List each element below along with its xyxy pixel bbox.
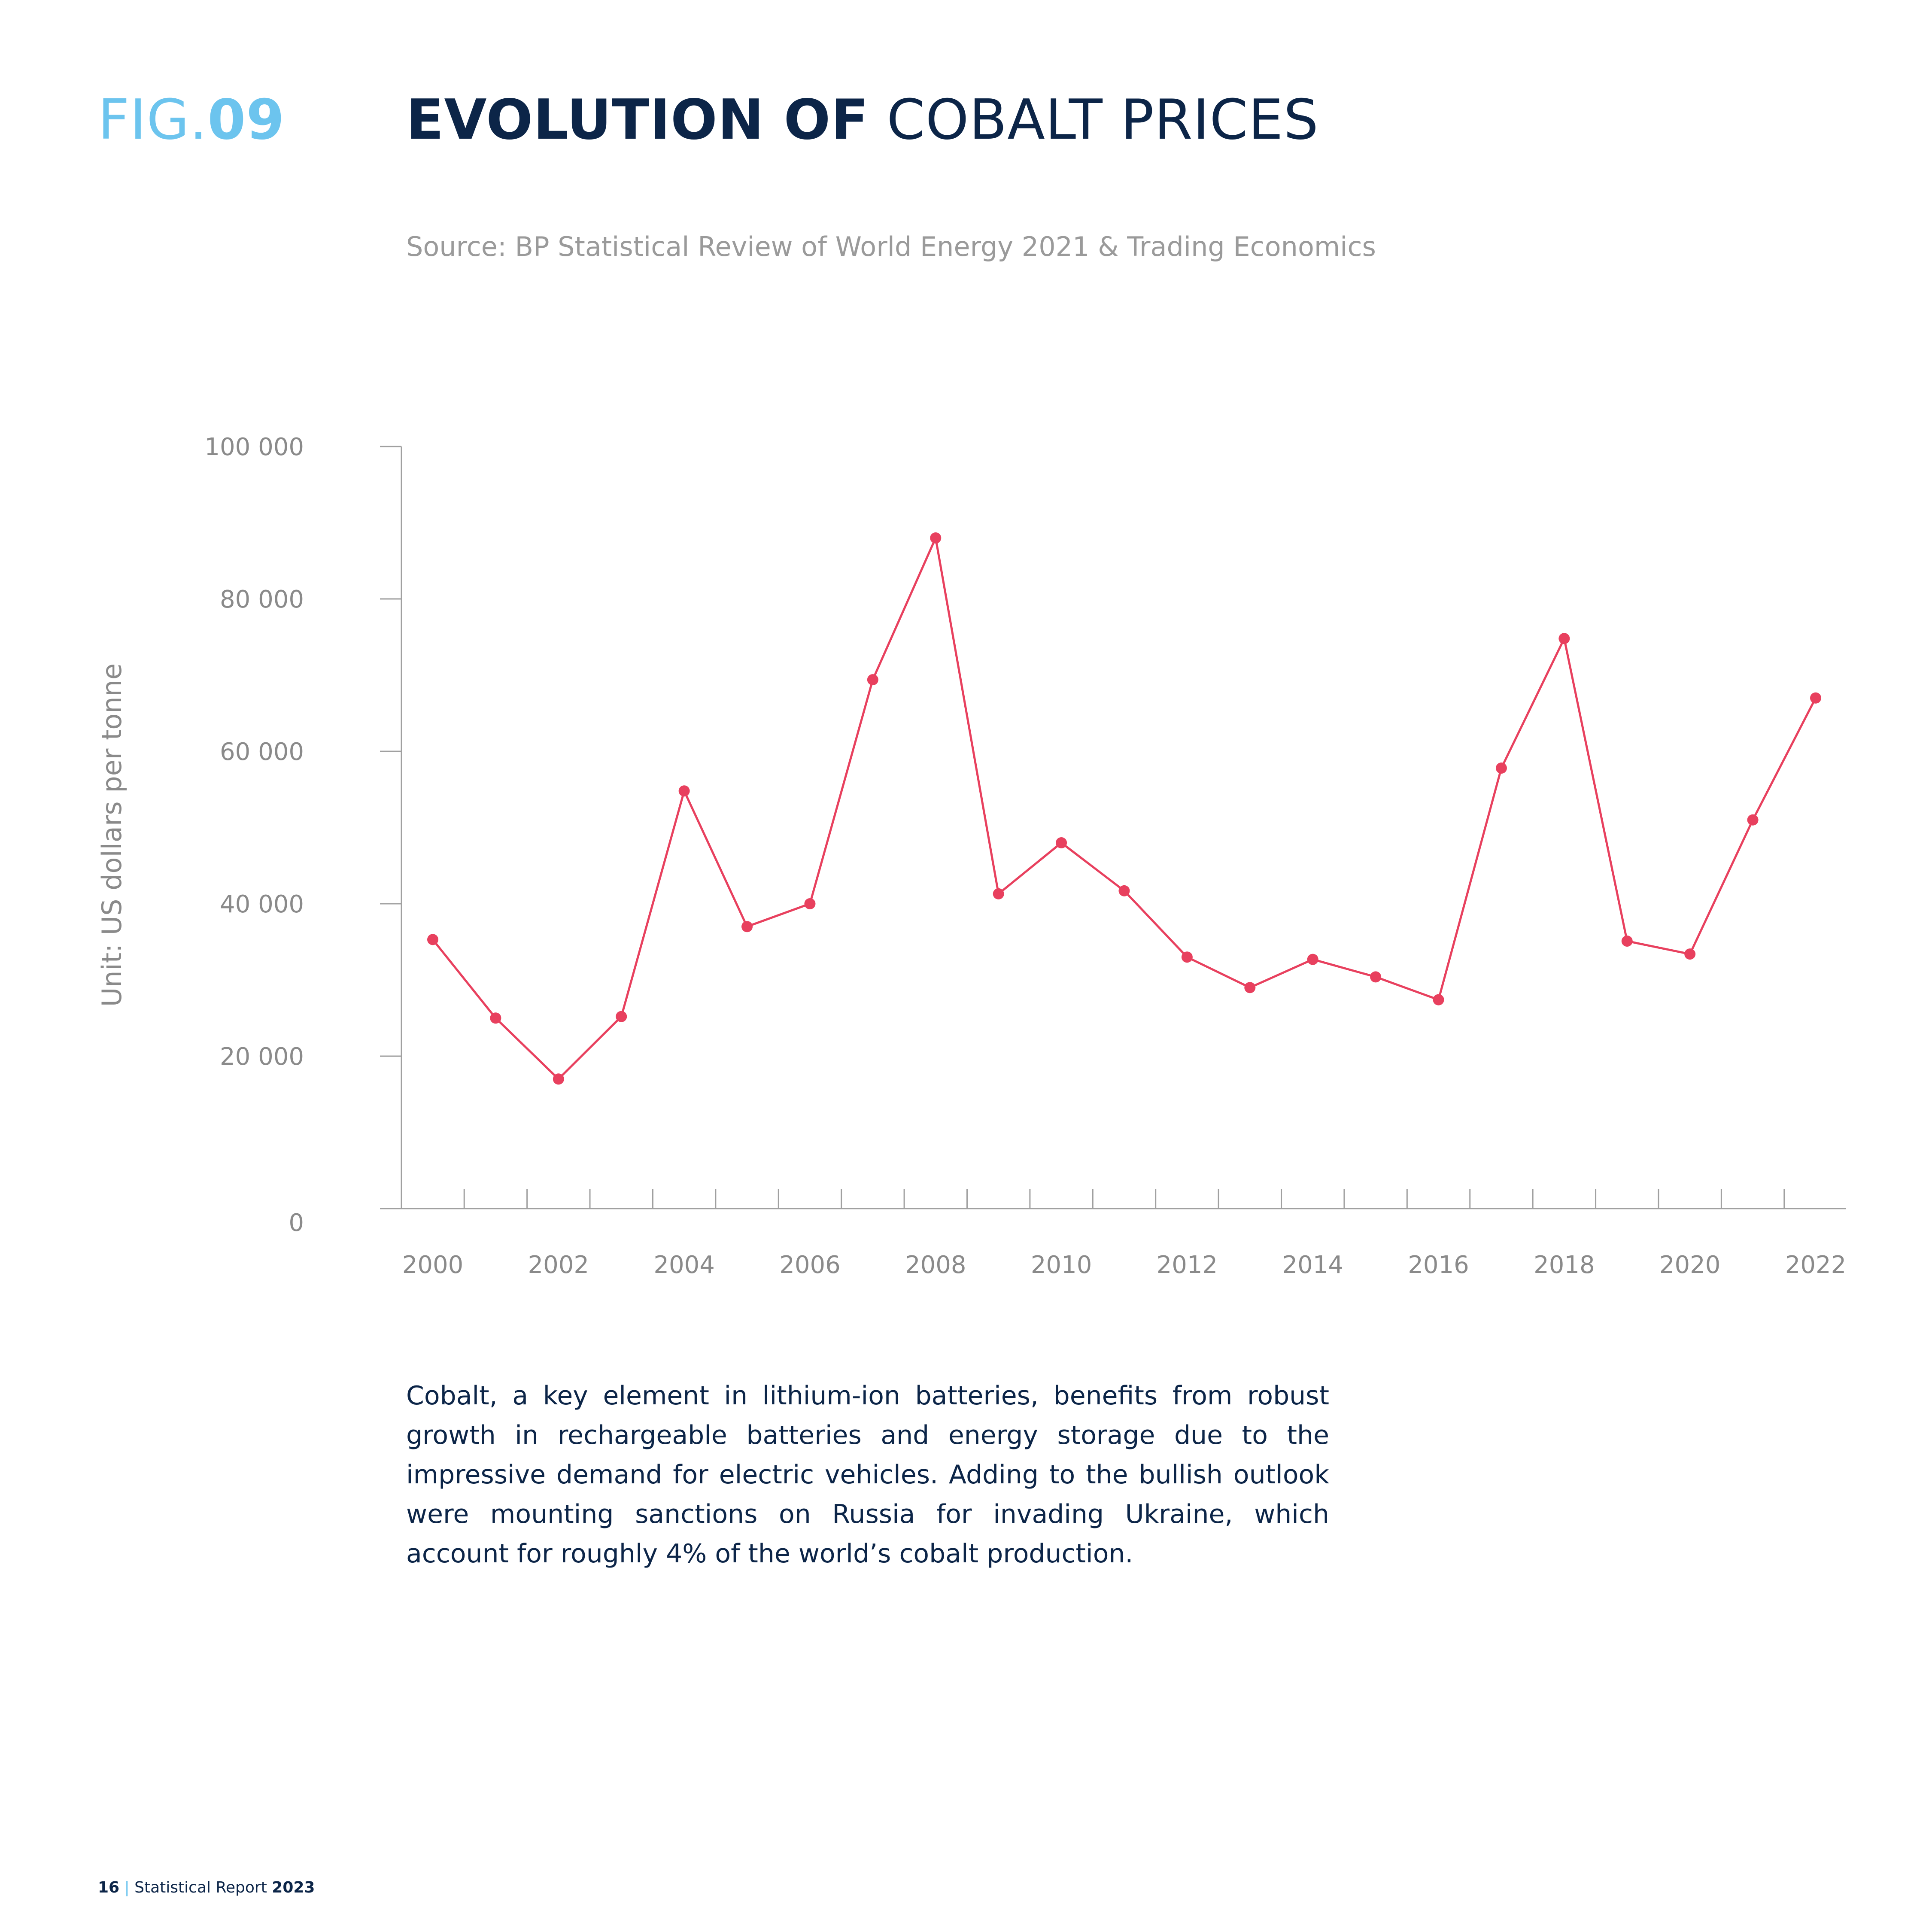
title-light: COBALT PRICES <box>887 88 1319 152</box>
y-tick-label: 100 000 <box>204 433 304 461</box>
x-tick-label: 2012 <box>1157 1251 1218 1279</box>
data-point <box>1495 762 1507 774</box>
figure-number: 09 <box>207 88 285 152</box>
page-footer: 16 | Statistical Report 2023 <box>98 1878 315 1897</box>
title-bold: EVOLUTION OF <box>406 88 869 152</box>
data-point <box>1558 633 1570 644</box>
body-paragraph: Cobalt, a key element in lithium-ion bat… <box>406 1381 1329 1569</box>
page-number: 16 <box>98 1879 120 1896</box>
x-tick-label: 2006 <box>779 1251 841 1279</box>
data-point <box>741 921 753 933</box>
x-tick-label: 2000 <box>402 1251 464 1279</box>
data-point <box>427 934 438 945</box>
report-year: 2023 <box>272 1879 315 1896</box>
x-axis-tick-labels: 2000 2002 2004 2006 2008 2010 2012 2014 2016 2018… <box>402 1251 1847 1279</box>
y-axis-label: Unit: US dollars per tonne <box>96 663 128 1007</box>
data-point <box>867 674 878 686</box>
figure-prefix: FIG. <box>98 88 208 152</box>
y-axis-tick-labels: 0 20 000 40 000 60 000 80 000 100 000 <box>204 433 304 1237</box>
series-line <box>427 532 1821 1085</box>
data-point <box>1056 837 1067 848</box>
data-point <box>1307 954 1318 965</box>
y-tick-label: 40 000 <box>220 890 304 918</box>
x-tick-label: 2018 <box>1534 1251 1595 1279</box>
data-point <box>616 1011 627 1022</box>
data-point <box>1747 814 1759 826</box>
data-point <box>804 898 816 909</box>
data-point <box>1370 971 1382 983</box>
data-point <box>1810 692 1821 704</box>
y-tick-label: 0 <box>289 1209 304 1237</box>
x-tick-label: 2014 <box>1282 1251 1343 1279</box>
data-point <box>553 1073 564 1085</box>
chart-title: EVOLUTION OF COBALT PRICES <box>406 88 1319 152</box>
data-point <box>490 1012 501 1024</box>
data-point <box>1684 948 1696 960</box>
x-tick-label: 2022 <box>1785 1251 1847 1279</box>
data-point <box>678 785 690 797</box>
data-point <box>1244 982 1256 993</box>
x-tick-label: 2002 <box>528 1251 589 1279</box>
data-point <box>1181 951 1193 963</box>
report-name: Statistical Report <box>134 1879 267 1896</box>
data-point <box>993 888 1004 899</box>
chart-axes <box>380 446 1846 1209</box>
x-tick-label: 2008 <box>905 1251 966 1279</box>
source-note: Source: BP Statistical Review of World E… <box>406 231 1376 262</box>
y-tick-label: 80 000 <box>220 586 304 614</box>
x-tick-label: 2020 <box>1659 1251 1721 1279</box>
x-tick-label: 2004 <box>653 1251 715 1279</box>
data-point <box>930 532 942 544</box>
series-path <box>432 537 1817 1080</box>
footer-separator: | <box>124 1879 130 1896</box>
figure-label: FIG.09 <box>98 88 285 152</box>
data-point <box>1621 935 1633 947</box>
x-tick-label: 2016 <box>1408 1251 1469 1279</box>
y-tick-label: 60 000 <box>220 738 304 766</box>
data-point <box>1433 994 1444 1005</box>
x-tick-label: 2010 <box>1031 1251 1092 1279</box>
data-point <box>1118 885 1130 896</box>
y-tick-label: 20 000 <box>220 1043 304 1071</box>
